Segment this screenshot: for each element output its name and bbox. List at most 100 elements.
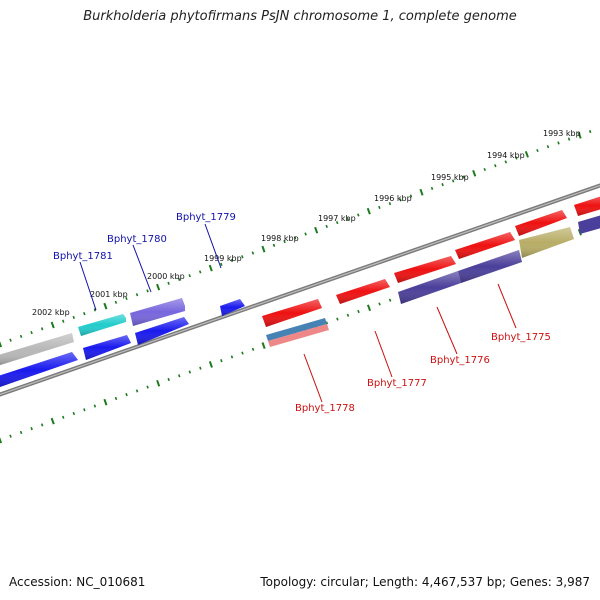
accession-text: Accession: NC_010681 <box>9 575 146 589</box>
scale-tick-minor <box>40 423 44 427</box>
scale-tick-major <box>314 226 319 234</box>
scale-tick-minor <box>462 175 465 179</box>
scale-tick-minor <box>72 411 76 416</box>
gene-navy-cds-3[interactable] <box>578 214 600 234</box>
scale-tick-minor <box>251 347 255 351</box>
scale-tick-minor <box>441 183 444 187</box>
gene-label-bphyt-1776[interactable]: Bphyt_1776 <box>430 355 490 366</box>
scale-tick-major <box>103 302 108 310</box>
scale-label-1995: 1995 kbp <box>431 173 469 182</box>
label-connectors <box>79 223 517 403</box>
scale-tick-minor <box>62 415 65 419</box>
scale-tick-minor <box>135 293 139 297</box>
scale-tick-minor <box>125 296 128 301</box>
scale-tick-minor <box>388 298 392 302</box>
scale-tick-minor <box>9 434 12 438</box>
scale-tick-major <box>366 207 371 215</box>
scale-tick-minor <box>220 359 223 363</box>
topology-text: Topology: circular; Length: 4,467,537 bp… <box>260 575 590 589</box>
gene-steelblue-cds[interactable] <box>266 318 327 341</box>
scale-tick-minor <box>399 198 402 202</box>
scale-tick-minor <box>188 274 191 278</box>
scale-tick-minor <box>93 308 97 312</box>
scale-tick-minor <box>83 408 86 412</box>
scale-label-2000: 2000 kbp <box>147 272 185 281</box>
scale-tick-minor <box>272 243 276 247</box>
scale-tick-minor <box>146 385 149 389</box>
scale-label-1999: 1999 kbp <box>204 254 242 263</box>
scale-tick-minor <box>220 262 223 266</box>
scale-tick-major <box>208 361 213 368</box>
scale-tick-minor <box>346 313 350 317</box>
scale-tick-minor <box>483 167 486 172</box>
scale-tick-major <box>366 304 372 312</box>
scale-label-1996: 1996 kbp <box>374 194 412 203</box>
scale-tick-major <box>156 379 161 387</box>
scale-tick-minor <box>83 312 86 316</box>
scale-tick-minor <box>504 160 508 164</box>
scale-tick-minor <box>430 186 434 191</box>
scale-tick-minor <box>177 277 181 282</box>
scale-tick-minor <box>30 331 33 335</box>
gene-features <box>0 196 600 387</box>
scale-tick-major <box>261 342 266 349</box>
scale-tick-minor <box>62 319 65 323</box>
scale-tick-minor <box>19 334 23 338</box>
scale-label-2001: 2001 kbp <box>90 290 128 299</box>
gene-label-bphyt-1778[interactable]: Bphyt_1778 <box>295 403 355 414</box>
scale-tick-minor <box>378 205 381 209</box>
scale-tick-major <box>50 321 55 329</box>
scale-tick-major <box>156 283 161 291</box>
scale-tick-minor <box>167 281 170 285</box>
scale-tick-minor <box>335 221 339 225</box>
scale-tick-minor <box>230 355 234 359</box>
scale-tick-minor <box>114 300 118 304</box>
scale-tick-minor <box>135 389 139 393</box>
map-title: Burkholderia phytofirmans PsJN chromosom… <box>83 9 517 24</box>
scale-label-1993: 1993 kbp <box>543 129 581 138</box>
gene-label-bphyt-1775[interactable]: Bphyt_1775 <box>491 332 551 343</box>
scale-tick-minor <box>357 213 360 217</box>
gene-pink-cds[interactable] <box>268 324 329 347</box>
scale-tick-minor <box>567 137 571 141</box>
scale-tick-minor <box>409 194 413 198</box>
scale-tick-minor <box>146 289 149 293</box>
gene-label-bphyt-1781[interactable]: Bphyt_1781 <box>53 251 113 262</box>
gene-label-bphyt-1779[interactable]: Bphyt_1779 <box>176 212 236 223</box>
scale-tick-major <box>261 245 266 253</box>
scale-tick-minor <box>93 404 97 408</box>
scale-tick-minor <box>346 217 349 221</box>
scale-tick-minor <box>198 270 202 274</box>
scale-tick-minor <box>188 370 192 374</box>
scale-tick-major <box>50 417 55 425</box>
scale-tick-minor <box>325 321 329 325</box>
scale-tick-major <box>472 169 477 177</box>
scale-label-2002: 2002 kbp <box>32 308 70 317</box>
scale-tick-minor <box>72 315 75 320</box>
scale-tick-minor <box>451 179 455 183</box>
scale-tick-minor <box>336 317 339 321</box>
gene-label-bphyt-1780[interactable]: Bphyt_1780 <box>107 234 167 245</box>
scale-tick-minor <box>40 327 44 331</box>
scale-tick-minor <box>388 202 392 206</box>
scale-tick-minor <box>325 224 328 228</box>
scale-label-1998: 1998 kbp <box>261 234 299 243</box>
scale-tick-major <box>419 188 424 196</box>
scale-tick-major <box>208 264 213 272</box>
scale-tick-minor <box>546 145 550 149</box>
scale-tick-minor <box>515 156 518 160</box>
scale-tick-minor <box>30 427 33 431</box>
scale-label-1994: 1994 kbp <box>487 151 525 160</box>
scale-tick-minor <box>378 302 381 306</box>
gene-labels: Bphyt_1779 Bphyt_1780 Bphyt_1781 Bphyt_1… <box>53 212 551 414</box>
gene-label-bphyt-1777[interactable]: Bphyt_1777 <box>367 378 427 389</box>
scale-tick-minor <box>114 396 118 401</box>
scale-tick-major <box>0 437 3 444</box>
scale-tick-minor <box>9 338 12 342</box>
scale-tick-minor <box>167 377 170 382</box>
scale-tick-major <box>577 131 582 139</box>
scale-tick-minor <box>241 255 244 259</box>
scale-tick-minor <box>536 148 539 153</box>
scale-tick-minor <box>178 374 181 378</box>
